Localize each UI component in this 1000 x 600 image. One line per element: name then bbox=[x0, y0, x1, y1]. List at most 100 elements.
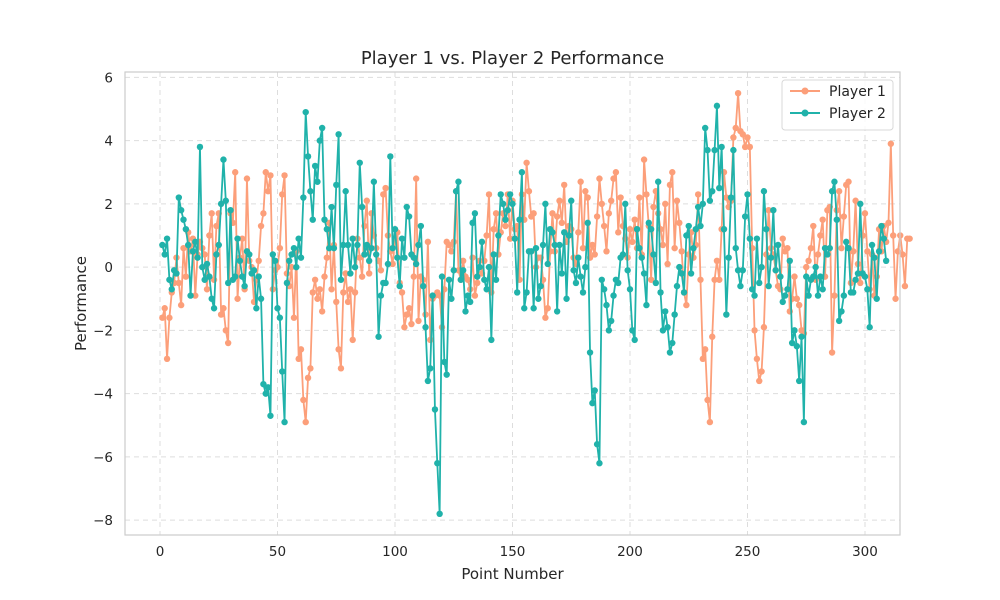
data-point-player-1 bbox=[401, 324, 407, 330]
data-point-player-2 bbox=[164, 235, 170, 241]
data-point-player-1 bbox=[606, 210, 612, 216]
data-point-player-1 bbox=[232, 169, 238, 175]
data-point-player-1 bbox=[577, 179, 583, 185]
data-point-player-1 bbox=[321, 273, 327, 279]
data-point-player-2 bbox=[805, 292, 811, 298]
data-point-player-2 bbox=[359, 204, 365, 210]
data-point-player-2 bbox=[585, 220, 591, 226]
data-point-player-2 bbox=[836, 318, 842, 324]
data-point-player-2 bbox=[277, 315, 283, 321]
data-point-player-1 bbox=[333, 299, 339, 305]
data-point-player-2 bbox=[436, 511, 442, 517]
data-point-player-2 bbox=[505, 207, 511, 213]
data-point-player-2 bbox=[817, 273, 823, 279]
data-point-player-2 bbox=[479, 239, 485, 245]
data-point-player-1 bbox=[406, 305, 412, 311]
data-point-player-1 bbox=[601, 223, 607, 229]
data-point-player-2 bbox=[589, 400, 595, 406]
data-point-player-2 bbox=[744, 191, 750, 197]
data-point-player-2 bbox=[627, 286, 633, 292]
data-point-player-1 bbox=[411, 273, 417, 279]
data-point-player-1 bbox=[530, 210, 536, 216]
data-point-player-2 bbox=[211, 305, 217, 311]
data-point-player-2 bbox=[502, 216, 508, 222]
data-point-player-2 bbox=[272, 258, 278, 264]
legend-marker-player-2 bbox=[802, 110, 809, 117]
data-point-player-2 bbox=[366, 258, 372, 264]
data-point-player-2 bbox=[622, 201, 628, 207]
data-point-player-1 bbox=[888, 141, 894, 147]
y-tick-label: −2 bbox=[93, 323, 113, 339]
data-point-player-1 bbox=[481, 258, 487, 264]
data-point-player-1 bbox=[632, 216, 638, 222]
data-point-player-1 bbox=[845, 179, 851, 185]
data-point-player-2 bbox=[411, 254, 417, 260]
data-point-player-2 bbox=[441, 359, 447, 365]
data-point-player-2 bbox=[798, 334, 804, 340]
data-point-player-1 bbox=[556, 198, 562, 204]
y-tick-label: 0 bbox=[104, 260, 113, 276]
y-tick-label: −6 bbox=[93, 450, 113, 466]
data-point-player-1 bbox=[660, 242, 666, 248]
data-point-player-2 bbox=[662, 308, 668, 314]
data-point-player-1 bbox=[413, 175, 419, 181]
data-point-player-2 bbox=[801, 419, 807, 425]
data-point-player-2 bbox=[761, 188, 767, 194]
data-point-player-1 bbox=[159, 315, 165, 321]
data-point-player-1 bbox=[676, 220, 682, 226]
data-point-player-1 bbox=[613, 169, 619, 175]
data-point-player-1 bbox=[695, 191, 701, 197]
data-point-player-1 bbox=[615, 229, 621, 235]
data-point-player-2 bbox=[371, 179, 377, 185]
data-point-player-2 bbox=[850, 289, 856, 295]
data-point-player-1 bbox=[784, 245, 790, 251]
data-point-player-2 bbox=[274, 305, 280, 311]
data-point-player-1 bbox=[486, 191, 492, 197]
data-point-player-1 bbox=[164, 356, 170, 362]
data-point-player-2 bbox=[671, 311, 677, 317]
data-point-player-1 bbox=[582, 188, 588, 194]
data-point-player-2 bbox=[777, 273, 783, 279]
data-point-player-2 bbox=[716, 185, 722, 191]
data-point-player-1 bbox=[702, 346, 708, 352]
data-point-player-2 bbox=[460, 267, 466, 273]
data-point-player-1 bbox=[295, 356, 301, 362]
data-point-player-2 bbox=[361, 251, 367, 257]
data-point-player-2 bbox=[509, 201, 515, 207]
data-point-player-1 bbox=[580, 245, 586, 251]
data-point-player-2 bbox=[375, 334, 381, 340]
data-point-player-2 bbox=[270, 251, 276, 257]
data-point-player-2 bbox=[159, 242, 165, 248]
data-point-player-2 bbox=[512, 235, 518, 241]
data-point-player-1 bbox=[335, 346, 341, 352]
data-point-player-2 bbox=[542, 201, 548, 207]
data-point-player-2 bbox=[573, 280, 579, 286]
data-point-player-2 bbox=[429, 292, 435, 298]
data-point-player-1 bbox=[223, 327, 229, 333]
data-point-player-2 bbox=[704, 147, 710, 153]
data-point-player-1 bbox=[345, 299, 351, 305]
data-point-player-2 bbox=[404, 204, 410, 210]
data-point-player-1 bbox=[244, 175, 250, 181]
data-point-player-1 bbox=[575, 229, 581, 235]
data-point-player-2 bbox=[780, 299, 786, 305]
data-point-player-2 bbox=[646, 220, 652, 226]
data-point-player-2 bbox=[681, 289, 687, 295]
data-point-player-1 bbox=[707, 419, 713, 425]
data-point-player-2 bbox=[768, 254, 774, 260]
data-point-player-2 bbox=[176, 194, 182, 200]
data-point-player-2 bbox=[321, 216, 327, 222]
data-point-player-1 bbox=[885, 220, 891, 226]
data-point-player-1 bbox=[803, 264, 809, 270]
data-point-player-2 bbox=[434, 460, 440, 466]
data-point-player-1 bbox=[650, 204, 656, 210]
data-point-player-1 bbox=[312, 277, 318, 283]
data-point-player-2 bbox=[632, 337, 638, 343]
data-point-player-2 bbox=[338, 277, 344, 283]
data-point-player-2 bbox=[422, 324, 428, 330]
data-point-player-1 bbox=[890, 232, 896, 238]
data-point-player-1 bbox=[483, 232, 489, 238]
data-point-player-2 bbox=[291, 245, 297, 251]
y-tick-label: 2 bbox=[104, 197, 113, 213]
data-point-player-1 bbox=[523, 160, 529, 166]
